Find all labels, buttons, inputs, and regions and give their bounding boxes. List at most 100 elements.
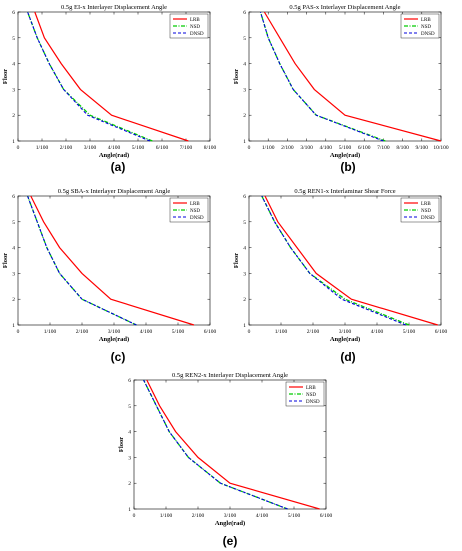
x-tick-label: 10/100 [433,145,449,151]
x-tick-label: 8/100 [396,145,409,151]
x-tick-label: 4/100 [256,513,269,519]
y-tick-label: 3 [128,455,131,461]
y-tick-label: 4 [128,430,131,436]
series-line-lrb [34,11,189,142]
y-tick-label: 2 [243,297,246,303]
y-tick-label: 3 [12,271,15,277]
y-tick-label: 1 [243,323,246,329]
legend-label-dnsd: DNSD [421,216,435,221]
x-tick-label: 2/100 [60,145,73,151]
legend-label-nsd: NSD [306,393,316,398]
y-tick-label: 2 [243,113,246,119]
legend-label-dnsd: DNSD [190,32,204,37]
y-tick-label: 5 [12,36,15,42]
y-axis-label: Floor [233,69,240,84]
x-tick-label: 5/100 [132,145,145,151]
legend-label-nsd: NSD [421,25,431,30]
chart-svg: 0.5g PAS-x Interlayer Displacement Angle… [233,4,449,159]
y-tick-label: 2 [128,481,131,487]
y-axis-label: Floor [118,437,125,452]
x-tick-label: 6/100 [320,513,333,519]
x-tick-label: 6/100 [358,145,371,151]
x-tick-label: 5/100 [339,145,352,151]
y-tick-label: 6 [243,194,246,200]
series-line-lrb [263,11,442,142]
x-tick-label: 0 [248,329,251,335]
legend-label-dnsd: DNSD [306,400,320,405]
caption-c: (c) [110,350,126,364]
series-line-lrb [30,195,195,326]
y-tick-label: 2 [12,113,15,119]
legend-label-nsd: NSD [190,209,200,214]
x-tick-label: 6/100 [435,329,448,335]
y-tick-label: 4 [243,62,246,68]
legend-label-lrb: LRB [421,18,431,23]
x-tick-label: 1/100 [262,145,275,151]
x-axis-label: Angle(rad) [330,152,360,159]
x-tick-label: 3/100 [339,329,352,335]
x-tick-label: 1/100 [275,329,288,335]
x-tick-label: 4/100 [371,329,384,335]
chart-title: 0.5g REN1-x Interlaminar Shear Force [294,188,395,195]
x-tick-label: 2/100 [281,145,294,151]
x-tick-label: 1/100 [160,513,173,519]
series-line-lrb [146,379,320,510]
x-tick-label: 3/100 [300,145,313,151]
chart-svg: 0.5g EI-x Interlayer Displacement Angle 0… [2,4,217,159]
caption-a: (a) [110,160,126,174]
series-line-dnsd [143,379,288,510]
caption-b: (b) [340,160,356,174]
series-line-nsd [26,11,153,142]
x-tick-label: 3/100 [224,513,237,519]
x-tick-label: 5/100 [172,329,185,335]
x-tick-label: 2/100 [307,329,320,335]
series-line-dnsd [27,195,137,326]
y-tick-label: 6 [12,194,15,200]
chart-svg: 0.5g SBA-x Interlayer Displacement Angle… [2,188,217,343]
x-tick-label: 3/100 [84,145,97,151]
chart-title: 0.5g EI-x Interlayer Displacement Angle [61,4,167,11]
series-line-nsd [261,195,410,326]
x-tick-label: 8/100 [204,145,217,151]
x-tick-label: 4/100 [108,145,121,151]
y-tick-label: 3 [243,87,246,93]
legend-label-lrb: LRB [421,202,431,207]
series-line-dnsd [259,11,384,142]
legend-label-lrb: LRB [190,202,200,207]
x-tick-label: 7/100 [377,145,390,151]
x-tick-label: 4/100 [140,329,153,335]
y-tick-label: 5 [243,36,246,42]
series-line-nsd [26,195,137,326]
series-line-nsd [259,11,386,142]
y-tick-label: 3 [12,87,15,93]
y-tick-label: 2 [12,297,15,303]
y-tick-label: 1 [243,139,246,145]
x-tick-label: 1/100 [36,145,49,151]
series-line-lrb [264,195,438,326]
x-tick-label: 2/100 [76,329,89,335]
series-line-nsd [143,379,288,510]
legend-label-nsd: NSD [190,25,200,30]
y-tick-label: 4 [12,62,15,68]
y-tick-label: 1 [12,139,15,145]
x-tick-label: 9/100 [416,145,429,151]
x-tick-label: 5/100 [288,513,301,519]
x-tick-label: 0 [17,329,20,335]
x-axis-label: Angle(rad) [99,152,129,159]
x-tick-label: 4/100 [320,145,333,151]
chart-panel-a: 0.5g EI-x Interlayer Displacement Angle 0… [0,0,231,183]
x-tick-label: 5/100 [403,329,416,335]
x-tick-label: 6/100 [204,329,217,335]
caption-e: (e) [222,534,238,548]
y-axis-label: Floor [2,253,9,268]
x-tick-label: 3/100 [108,329,121,335]
chart-svg: 0.5g REN1-x Interlaminar Shear Force 0 1/1… [233,188,448,343]
x-axis-label: Angle(rad) [215,520,245,527]
y-axis-label: Floor [2,69,9,84]
x-tick-label: 0 [133,513,136,519]
x-tick-label: 6/100 [156,145,169,151]
series-line-dnsd [27,11,151,142]
x-tick-label: 0 [248,145,251,151]
y-tick-label: 5 [12,220,15,226]
chart-title: 0.5g REN2-x Interlayer Displacement Angl… [172,372,288,379]
